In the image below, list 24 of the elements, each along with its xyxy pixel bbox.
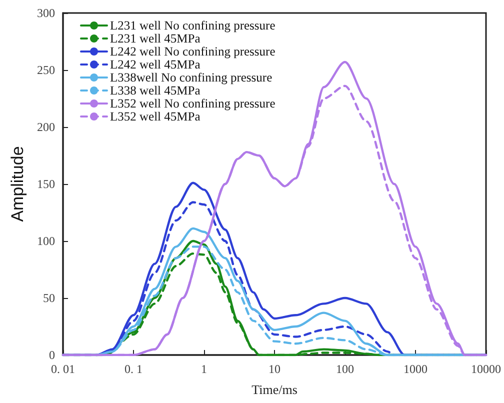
y-axis-title: Amplitude <box>8 146 28 222</box>
y-tick-label: 250 <box>37 63 55 77</box>
y-tick-label: 200 <box>37 120 55 134</box>
x-tick-label: 1 <box>201 362 207 376</box>
x-tick-label: 10000 <box>471 362 501 376</box>
legend-label: L242 well 45MPa <box>110 58 201 72</box>
y-tick-label: 150 <box>37 177 55 191</box>
legend-label: L242 well No confining pressure <box>110 44 276 58</box>
x-tick-label: 0. 1 <box>124 362 142 376</box>
y-tick-label: 50 <box>43 291 55 305</box>
legend-label: L231 well No confining pressure <box>110 18 276 32</box>
x-axis-title: Time/ms <box>252 382 298 397</box>
y-tick-label: 300 <box>37 6 55 20</box>
x-tick-label: 100 <box>336 362 354 376</box>
x-tick-label: 0. 01 <box>51 362 75 376</box>
legend-label: L338 well 45MPa <box>110 84 201 98</box>
y-tick-label: 0 <box>49 348 55 362</box>
x-tick-label: 1000 <box>404 362 428 376</box>
legend-label: L338well No confining pressure <box>110 70 273 84</box>
legend-label: L352 well No confining pressure <box>110 96 276 110</box>
x-tick-label: 10 <box>268 362 280 376</box>
legend-label: L352 well 45MPa <box>110 110 201 124</box>
legend-label: L231 well 45MPa <box>110 32 201 46</box>
y-tick-label: 100 <box>37 234 55 248</box>
